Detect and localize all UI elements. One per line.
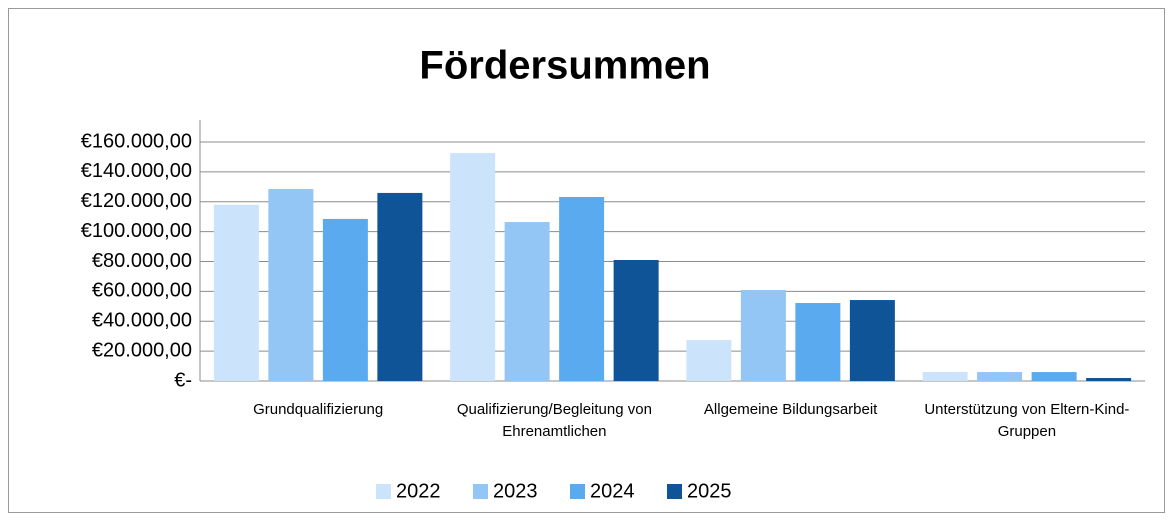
bar <box>1031 372 1077 381</box>
y-tick-label: €20.000,00 <box>92 339 192 361</box>
x-tick-label: Qualifizierung/Begleitung von Ehrenamtli… <box>456 401 652 440</box>
x-tick-label: Grundqualifizierung <box>253 401 384 418</box>
y-tick-label: €100.000,00 <box>81 220 192 242</box>
bar <box>613 260 659 381</box>
legend-label: 2023 <box>493 480 538 502</box>
bar <box>686 340 732 381</box>
bar <box>559 196 605 381</box>
bar <box>322 218 368 381</box>
bar <box>740 290 786 381</box>
x-tick-label: Allgemeine Bildungsarbeit <box>703 401 878 418</box>
bar <box>922 372 968 381</box>
bar <box>268 189 314 381</box>
legend-swatch <box>376 484 391 499</box>
bar <box>377 192 423 381</box>
y-tick-label: €120.000,00 <box>81 190 192 212</box>
legend-swatch <box>667 484 682 499</box>
y-tick-label: €60.000,00 <box>92 280 192 302</box>
y-tick-label: €40.000,00 <box>92 310 192 332</box>
bar <box>504 222 550 381</box>
chart-frame <box>8 8 1165 513</box>
bar <box>795 303 841 381</box>
bar <box>1086 378 1132 381</box>
legend-swatch <box>570 484 585 499</box>
bar <box>450 153 496 381</box>
y-tick-label: €80.000,00 <box>92 250 192 272</box>
y-tick-label: €160.000,00 <box>81 130 192 152</box>
legend-swatch <box>473 484 488 499</box>
legend-label: 2025 <box>687 480 732 502</box>
bar <box>213 204 259 381</box>
chart-title: Fördersummen <box>419 44 710 88</box>
bar <box>977 372 1023 381</box>
x-tick-label: Unterstützung von Eltern-Kind-Gruppen <box>924 401 1130 440</box>
legend-label: 2022 <box>396 480 441 502</box>
y-tick-label: €- <box>174 369 192 391</box>
bar <box>849 300 895 381</box>
legend-label: 2024 <box>590 480 635 502</box>
y-tick-label: €140.000,00 <box>81 160 192 182</box>
